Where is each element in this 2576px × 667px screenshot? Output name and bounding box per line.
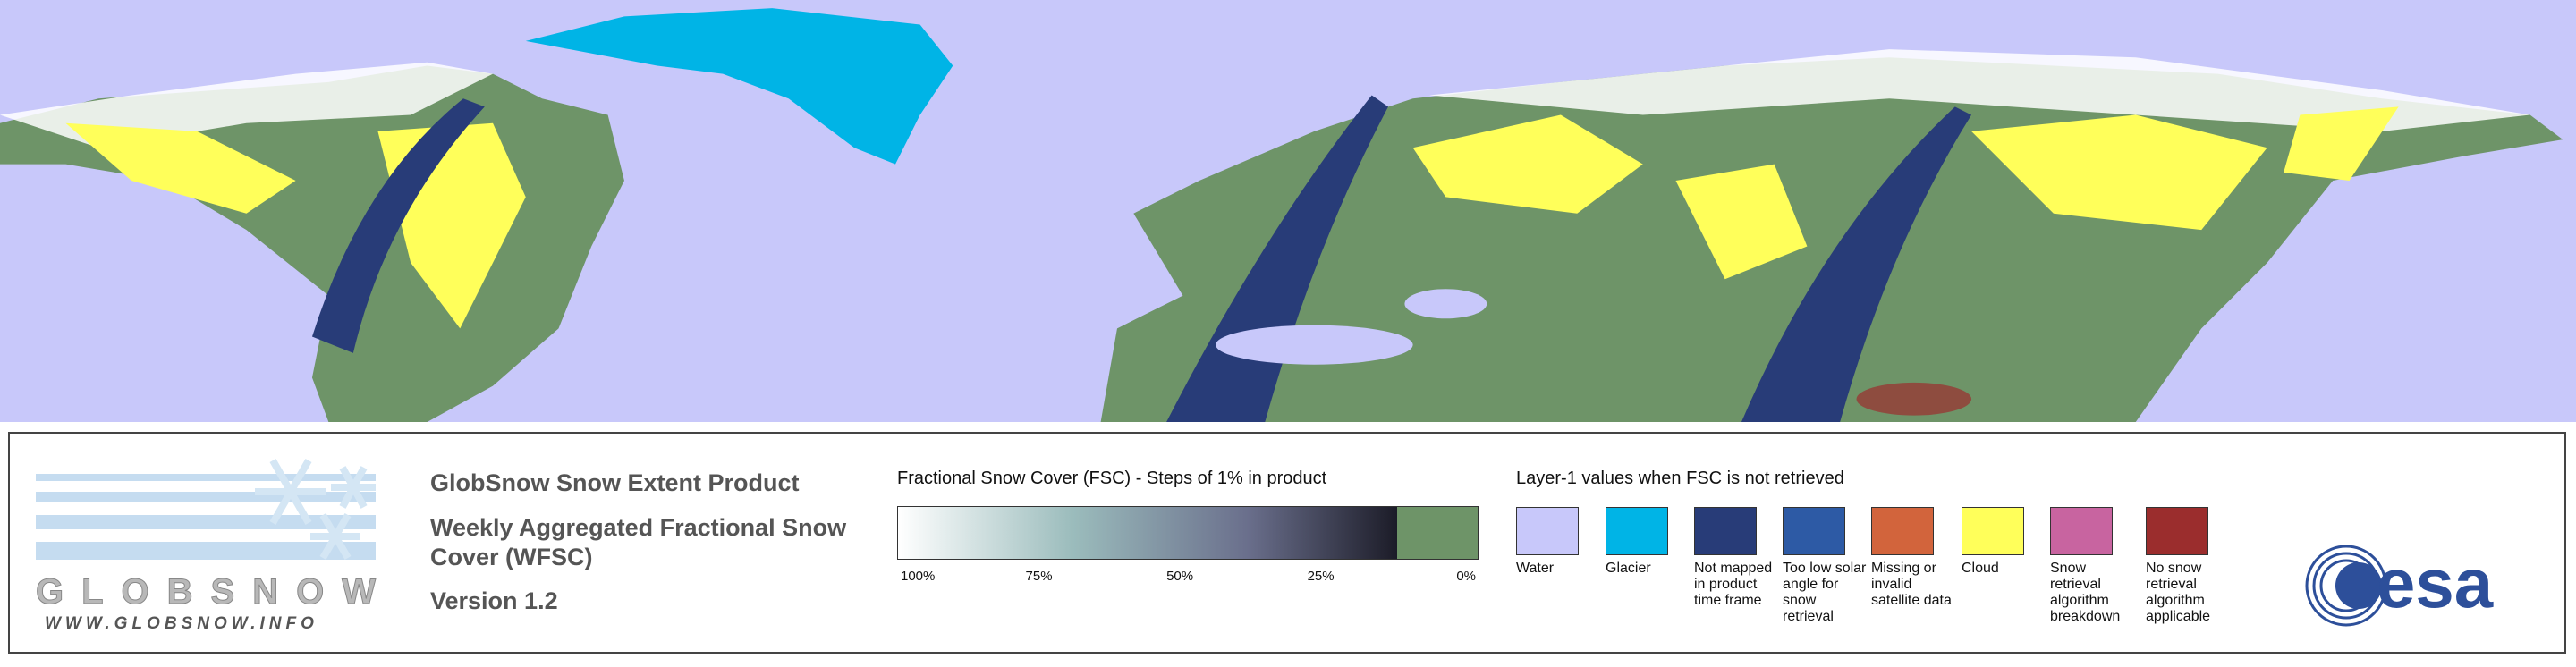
fsc-tick-label: 50%	[1166, 569, 1194, 584]
globsnow-logo: GLOBSNOW WWW.GLOBSNOW.INFO	[36, 459, 377, 633]
snow-map	[0, 0, 2576, 422]
fsc-tick-label: 100%	[901, 569, 936, 584]
logo-url: WWW.GLOBSNOW.INFO	[45, 614, 318, 633]
class-label: Missing or invalid satellite data	[1871, 561, 1952, 608]
product-subtitle: Weekly Aggregated Fractional Snow Cover …	[430, 514, 847, 570]
class-swatch	[2146, 507, 2208, 555]
class-label: Snow retrieval algorithm breakdown	[2050, 561, 2121, 624]
legend-panel	[8, 432, 2566, 654]
class-swatch	[1516, 507, 1579, 555]
class-swatch	[1694, 507, 1757, 555]
logo-name: GLOBSNOW	[36, 572, 376, 612]
fsc-title: Fractional Snow Cover (FSC) - Steps of 1…	[897, 469, 1327, 488]
class-swatch	[1783, 507, 1845, 555]
fsc-tick-label: 25%	[1307, 569, 1335, 584]
class-label: Not mapped in product time frame	[1694, 561, 1773, 608]
class-label: Water	[1516, 561, 1555, 576]
class-swatch	[1962, 507, 2024, 555]
fsc-tick-label: 75%	[1025, 569, 1053, 584]
class-label: No snow retrieval algorithm applicable	[2146, 561, 2211, 624]
class-label: Glacier	[1606, 561, 1651, 576]
fsc-tick-label: 0%	[1456, 569, 1476, 584]
product-title: GlobSnow Snow Extent Product	[430, 469, 800, 496]
class-swatch	[1606, 507, 1668, 555]
product-version: Version 1.2	[430, 587, 558, 614]
layer1-title: Layer-1 values when FSC is not retrieved	[1516, 469, 1844, 488]
class-label: Too low solar angle for snow retrieval	[1783, 561, 1867, 624]
fsc-colorbar	[897, 506, 1479, 560]
class-swatch	[1871, 507, 1934, 555]
class-label: Cloud	[1962, 561, 1999, 576]
class-swatch	[2050, 507, 2113, 555]
esa-name: esa	[2377, 544, 2494, 622]
esa-logo: esa	[2305, 544, 2494, 627]
